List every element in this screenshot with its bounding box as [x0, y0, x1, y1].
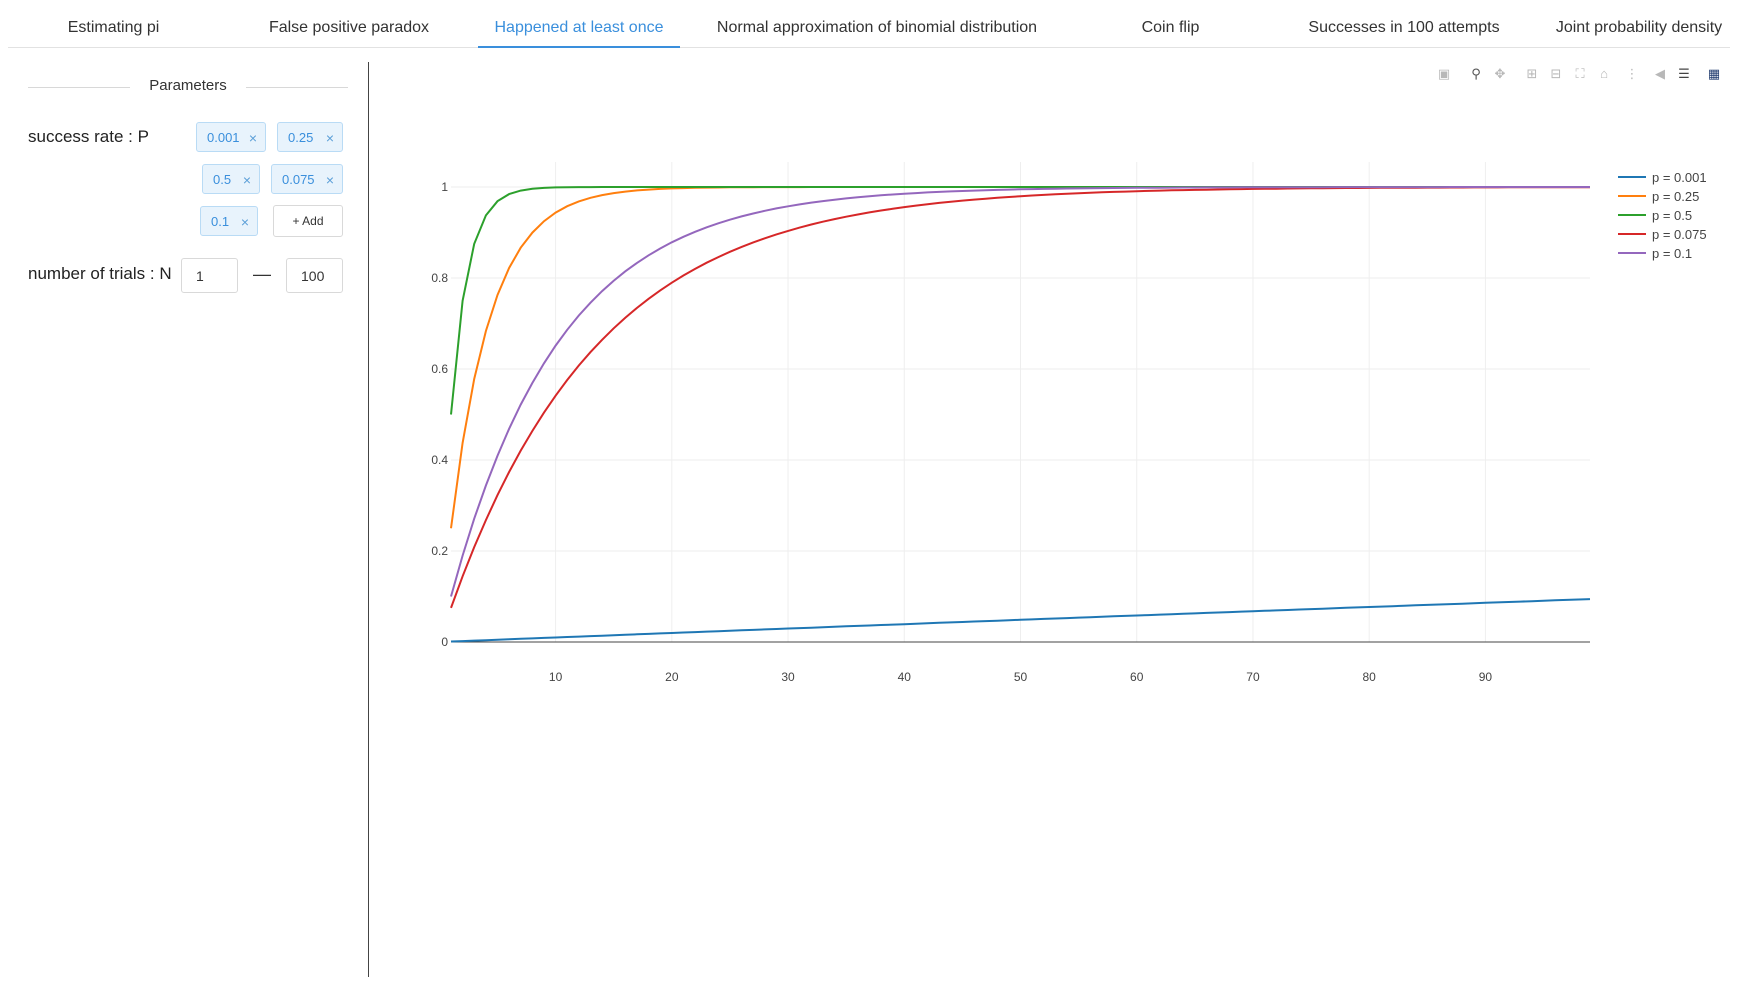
zoom-icon[interactable]: ⚲	[1471, 66, 1481, 81]
tab-normal-approximation[interactable]: Normal approximation of binomial distrib…	[716, 19, 1038, 36]
add-success-rate-button[interactable]: + Add	[273, 205, 343, 237]
tab-joint-probability-density[interactable]: Joint probability density	[1555, 19, 1723, 36]
series-line-0	[450, 598, 1591, 643]
y-tick-label: 0.2	[431, 544, 448, 558]
y-tick-label: 0.6	[431, 362, 448, 376]
x-tick-label: 70	[1246, 670, 1260, 684]
autoscale-icon[interactable]: ⛶	[1575, 66, 1585, 81]
success-rate-chip[interactable]: 0.5 ×	[202, 164, 260, 194]
hover-compare-icon[interactable]: ☰	[1678, 66, 1690, 81]
tab-happened-at-least-once[interactable]: Happened at least once	[478, 0, 680, 48]
close-icon[interactable]: ×	[325, 130, 334, 146]
tab-coin-flip[interactable]: Coin flip	[1141, 19, 1200, 36]
close-icon[interactable]: ×	[325, 172, 334, 188]
chip-value: 0.075	[282, 172, 315, 187]
parameters-title: Parameters	[149, 77, 227, 94]
zoom-out-icon[interactable]: ⊟	[1550, 66, 1562, 81]
plotly-logo-icon[interactable]: ▦	[1707, 66, 1721, 81]
reset-axes-icon[interactable]: ⌂	[1600, 66, 1608, 81]
chart-grid	[451, 162, 1590, 643]
tab-estimating-pi[interactable]: Estimating pi	[67, 19, 160, 36]
tab-successes-in-100-attempts[interactable]: Successes in 100 attempts	[1308, 19, 1500, 36]
x-tick-label: 10	[549, 670, 563, 684]
panel-divider	[368, 62, 369, 977]
series-line-4	[450, 186, 1590, 597]
header-rule-left	[28, 87, 130, 88]
x-tick-label: 90	[1479, 670, 1493, 684]
y-tick-label: 1	[441, 180, 448, 194]
y-tick-label: 0.4	[431, 453, 448, 467]
x-axis-ticks: 10 20 30 40 50 60 70 80 90	[549, 670, 1492, 684]
legend-entry: p = 0.25	[1652, 189, 1699, 204]
x-tick-label: 80	[1362, 670, 1376, 684]
success-rate-label: success rate : P	[28, 127, 149, 146]
chip-value: 0.5	[213, 172, 232, 187]
tab-bar: Estimating pi False positive paradox Hap…	[8, 0, 1730, 48]
legend-entry: p = 0.001	[1652, 170, 1707, 185]
series-line-1	[450, 186, 1590, 529]
trials-min-input[interactable]	[181, 258, 238, 293]
trials-max-input[interactable]	[286, 258, 343, 293]
success-rate-chip[interactable]: 0.001 ×	[196, 122, 266, 152]
chart-legend: p = 0.001 p = 0.25 p = 0.5 p = 0.075 p = 0.1	[1618, 170, 1707, 261]
chip-value: 0.1	[211, 214, 230, 229]
y-axis-ticks: 0 0.2 0.4 0.6 0.8 1	[431, 180, 448, 649]
x-tick-label: 60	[1130, 670, 1144, 684]
x-tick-label: 30	[781, 670, 795, 684]
success-rate-chip[interactable]: 0.1 ×	[200, 206, 258, 236]
header-rule-right	[246, 87, 348, 88]
tab-false-positive-paradox[interactable]: False positive paradox	[268, 19, 430, 36]
spike-lines-icon[interactable]: ⋮	[1625, 66, 1639, 81]
y-tick-label: 0.8	[431, 271, 448, 285]
zoom-in-icon[interactable]: ⊞	[1526, 66, 1538, 81]
x-tick-label: 40	[898, 670, 912, 684]
close-icon[interactable]: ×	[248, 130, 257, 146]
series-line-3	[450, 186, 1590, 609]
x-tick-label: 20	[665, 670, 679, 684]
close-icon[interactable]: ×	[242, 172, 251, 188]
legend-entry: p = 0.075	[1652, 227, 1707, 242]
pan-icon[interactable]: ✥	[1494, 66, 1506, 81]
y-tick-label: 0	[441, 635, 448, 649]
hover-closest-icon[interactable]: ◀	[1655, 66, 1665, 81]
trials-separator: —	[253, 264, 271, 284]
success-rate-chip[interactable]: 0.075 ×	[271, 164, 343, 194]
chip-value: 0.25	[288, 130, 314, 145]
chart-series	[450, 186, 1591, 643]
legend-entry: p = 0.5	[1652, 208, 1692, 223]
legend-entry: p = 0.1	[1652, 246, 1692, 261]
trials-label: number of trials : N	[28, 264, 172, 283]
series-line-2	[450, 186, 1590, 415]
close-icon[interactable]: ×	[240, 214, 249, 230]
parameters-header: Parameters	[28, 77, 348, 97]
success-rate-chip[interactable]: 0.25 ×	[277, 122, 343, 152]
camera-icon[interactable]: ▣	[1437, 66, 1451, 81]
chip-value: 0.001	[207, 130, 240, 145]
x-tick-label: 50	[1014, 670, 1028, 684]
